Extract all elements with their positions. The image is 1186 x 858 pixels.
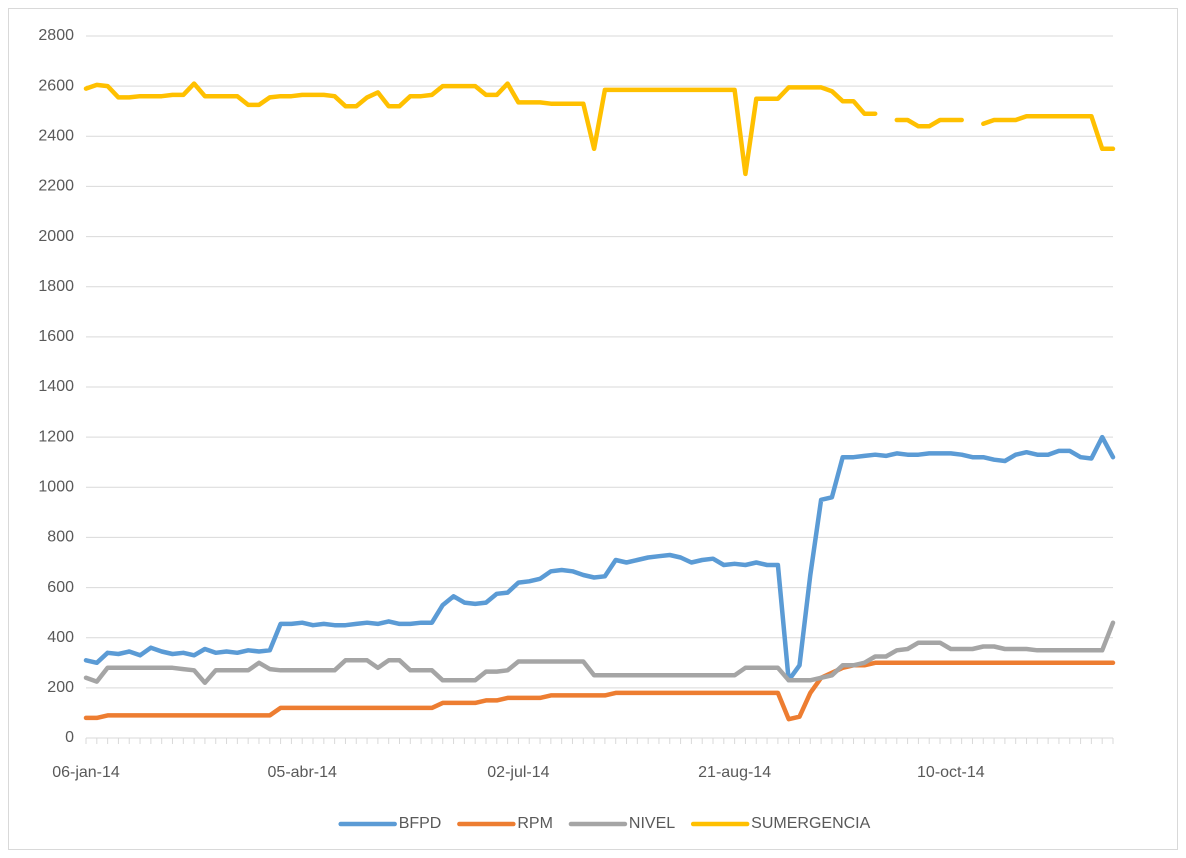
y-tick-label: 1600 bbox=[38, 328, 74, 345]
legend-label: SUMERGENCIA bbox=[751, 815, 870, 832]
y-tick-label: 400 bbox=[47, 629, 74, 646]
y-tick-label: 2400 bbox=[38, 128, 74, 145]
line-series bbox=[83, 620, 1116, 686]
y-tick-label: 1000 bbox=[38, 479, 74, 496]
line-series bbox=[83, 81, 1116, 177]
y-tick-label: 600 bbox=[47, 579, 74, 596]
y-tick-label: 2000 bbox=[38, 228, 74, 245]
y-tick-label: 2600 bbox=[38, 77, 74, 94]
legend-label: RPM bbox=[517, 815, 553, 832]
line-series bbox=[83, 434, 1116, 683]
x-tick-label: 10-oct-14 bbox=[917, 764, 985, 781]
legend-label: NIVEL bbox=[629, 815, 675, 832]
x-tick-label: 21-aug-14 bbox=[698, 764, 771, 781]
y-tick-label: 1400 bbox=[38, 378, 74, 395]
y-tick-label: 2200 bbox=[38, 178, 74, 195]
legend-label: BFPD bbox=[399, 815, 442, 832]
y-tick-label: 200 bbox=[47, 679, 74, 696]
y-tick-label: 1200 bbox=[38, 428, 74, 445]
y-tick-label: 800 bbox=[47, 529, 74, 546]
y-tick-label: 1800 bbox=[38, 278, 74, 295]
line-series bbox=[83, 660, 1116, 722]
x-tick-label: 06-jan-14 bbox=[52, 764, 120, 781]
x-tick-label: 05-abr-14 bbox=[268, 764, 337, 781]
y-tick-label: 2800 bbox=[38, 27, 74, 44]
x-tick-label: 02-jul-14 bbox=[487, 764, 549, 781]
y-tick-label: 0 bbox=[65, 729, 74, 746]
